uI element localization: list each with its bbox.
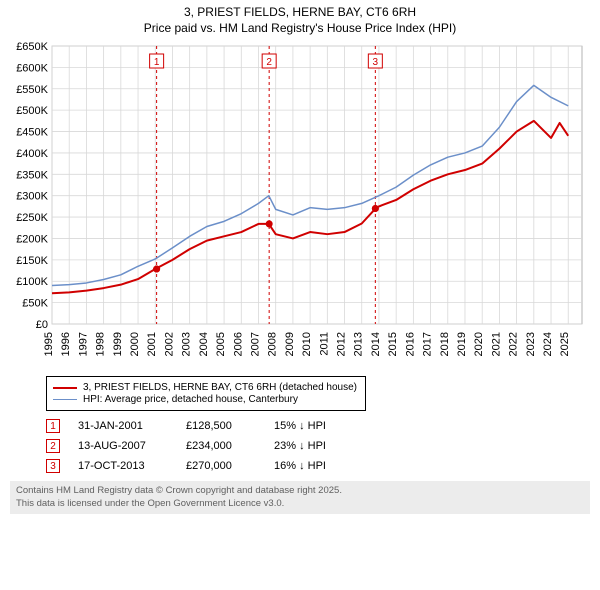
svg-text:2000: 2000 — [129, 332, 141, 356]
footer-line2: This data is licensed under the Open Gov… — [16, 498, 584, 510]
legend: 3, PRIEST FIELDS, HERNE BAY, CT6 6RH (de… — [46, 376, 366, 411]
footer-line1: Contains HM Land Registry data © Crown c… — [16, 485, 584, 497]
footer: Contains HM Land Registry data © Crown c… — [10, 481, 590, 514]
title-line2: Price paid vs. HM Land Registry's House … — [0, 20, 600, 36]
legend-row: HPI: Average price, detached house, Cant… — [53, 394, 359, 405]
svg-text:2008: 2008 — [267, 332, 279, 356]
svg-text:£100K: £100K — [16, 277, 48, 289]
svg-text:£600K: £600K — [16, 63, 48, 75]
event-delta: 16% ↓ HPI — [274, 460, 364, 472]
event-number: 1 — [46, 419, 60, 433]
svg-text:2001: 2001 — [146, 332, 158, 356]
svg-text:£0: £0 — [36, 319, 48, 331]
svg-text:£150K: £150K — [16, 255, 48, 267]
event-row: 1 31-JAN-2001 £128,500 15% ↓ HPI — [46, 419, 590, 433]
svg-text:2005: 2005 — [215, 332, 227, 356]
svg-text:3: 3 — [373, 57, 379, 68]
chart-area: £0 £50K £100K £150K £200K £250K £300K £350K £400… — [10, 40, 590, 370]
svg-text:1998: 1998 — [95, 332, 107, 356]
svg-text:2002: 2002 — [163, 332, 175, 356]
event-number: 2 — [46, 439, 60, 453]
event-price: £234,000 — [186, 440, 256, 452]
svg-text:1999: 1999 — [112, 332, 124, 356]
svg-text:£500K: £500K — [16, 106, 48, 118]
chart-title: 3, PRIEST FIELDS, HERNE BAY, CT6 6RH Pri… — [0, 0, 600, 36]
svg-text:1997: 1997 — [77, 332, 89, 356]
svg-text:£250K: £250K — [16, 212, 48, 224]
event-price: £270,000 — [186, 460, 256, 472]
svg-text:1: 1 — [154, 57, 160, 68]
event-date: 13-AUG-2007 — [78, 440, 168, 452]
chart-svg: £0 £50K £100K £150K £200K £250K £300K £350K £400… — [10, 40, 590, 370]
svg-text:2013: 2013 — [353, 332, 365, 356]
svg-text:£350K: £350K — [16, 170, 48, 182]
svg-text:1996: 1996 — [60, 332, 72, 356]
legend-row: 3, PRIEST FIELDS, HERNE BAY, CT6 6RH (de… — [53, 382, 359, 393]
svg-text:2006: 2006 — [232, 332, 244, 356]
svg-text:2024: 2024 — [542, 332, 554, 356]
svg-text:£450K: £450K — [16, 127, 48, 139]
legend-swatch — [53, 387, 77, 389]
svg-text:£50K: £50K — [22, 298, 48, 310]
svg-text:2009: 2009 — [284, 332, 296, 356]
title-line1: 3, PRIEST FIELDS, HERNE BAY, CT6 6RH — [0, 4, 600, 20]
svg-text:2: 2 — [266, 57, 272, 68]
event-number: 3 — [46, 459, 60, 473]
event-row: 3 17-OCT-2013 £270,000 16% ↓ HPI — [46, 459, 590, 473]
event-price: £128,500 — [186, 420, 256, 432]
svg-text:2023: 2023 — [525, 332, 537, 356]
event-delta: 23% ↓ HPI — [274, 440, 364, 452]
svg-text:£400K: £400K — [16, 148, 48, 160]
svg-text:2007: 2007 — [249, 332, 261, 356]
svg-text:2003: 2003 — [181, 332, 193, 356]
svg-text:2018: 2018 — [439, 332, 451, 356]
svg-text:2011: 2011 — [318, 332, 330, 356]
svg-text:2017: 2017 — [422, 332, 434, 356]
svg-text:£650K: £650K — [16, 41, 48, 53]
svg-text:1995: 1995 — [43, 332, 55, 356]
event-row: 2 13-AUG-2007 £234,000 23% ↓ HPI — [46, 439, 590, 453]
svg-text:2015: 2015 — [387, 332, 399, 356]
svg-text:2021: 2021 — [490, 332, 502, 356]
svg-text:2025: 2025 — [559, 332, 571, 356]
svg-text:2016: 2016 — [404, 332, 416, 356]
event-date: 17-OCT-2013 — [78, 460, 168, 472]
svg-text:2020: 2020 — [473, 332, 485, 356]
svg-text:£300K: £300K — [16, 191, 48, 203]
events-table: 1 31-JAN-2001 £128,500 15% ↓ HPI 2 13-AUG-200… — [46, 419, 590, 473]
page: 3, PRIEST FIELDS, HERNE BAY, CT6 6RH Pri… — [0, 0, 600, 590]
svg-text:2022: 2022 — [508, 332, 520, 356]
svg-text:2004: 2004 — [198, 332, 210, 356]
legend-swatch — [53, 399, 77, 400]
legend-label: 3, PRIEST FIELDS, HERNE BAY, CT6 6RH (de… — [83, 382, 357, 393]
event-date: 31-JAN-2001 — [78, 420, 168, 432]
svg-text:£200K: £200K — [16, 234, 48, 246]
svg-text:2012: 2012 — [336, 332, 348, 356]
legend-label: HPI: Average price, detached house, Cant… — [83, 394, 298, 405]
event-delta: 15% ↓ HPI — [274, 420, 364, 432]
svg-text:2014: 2014 — [370, 332, 382, 356]
svg-text:2010: 2010 — [301, 332, 313, 356]
svg-text:£550K: £550K — [16, 84, 48, 96]
svg-text:2019: 2019 — [456, 332, 468, 356]
